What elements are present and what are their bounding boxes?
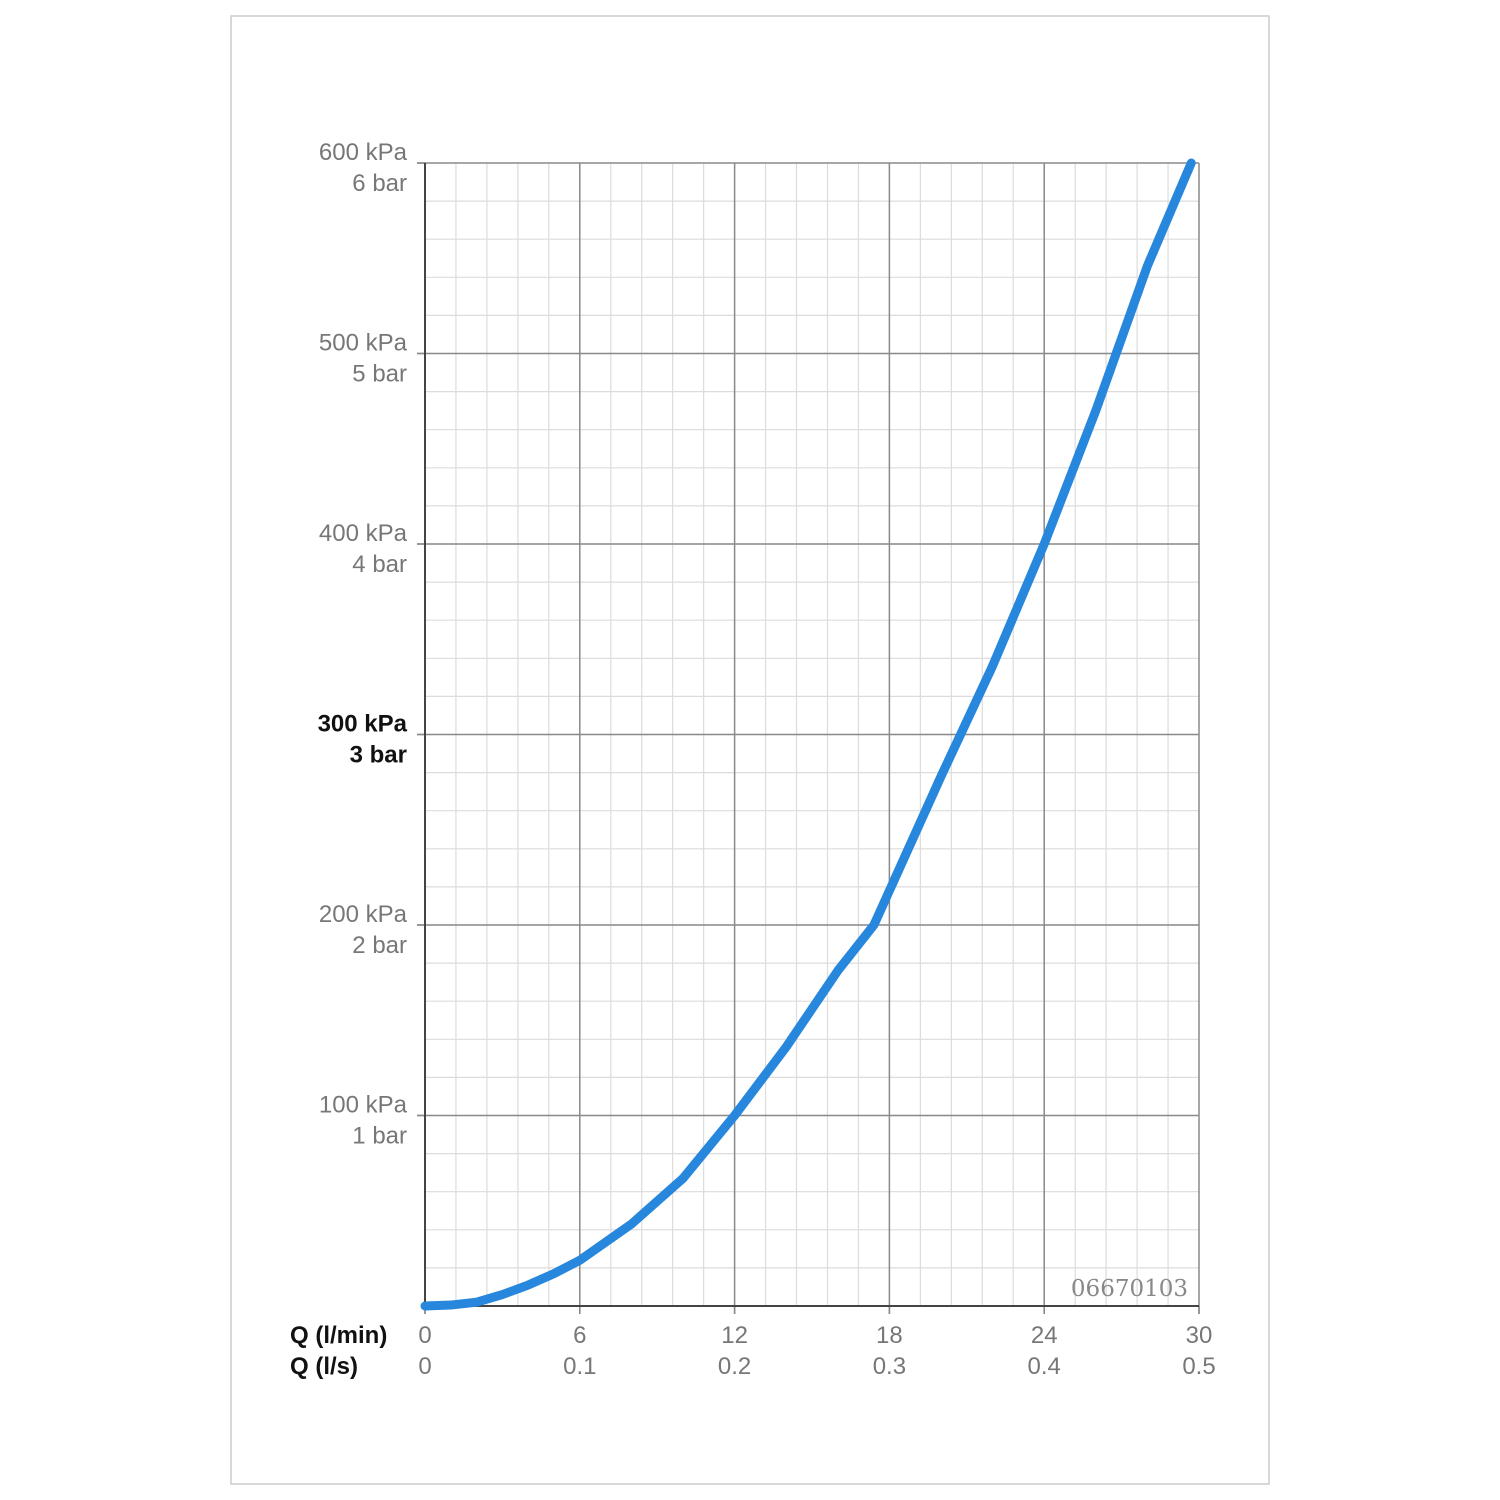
y-tick-label: 500 kPa bbox=[319, 330, 408, 357]
curve bbox=[420, 158, 1196, 1311]
y2-tick-label: 5 bar bbox=[352, 361, 407, 388]
x2-tick-label: 0 bbox=[418, 1353, 431, 1380]
y2-tick-label: 4 bar bbox=[352, 551, 407, 578]
x2-tick-label: 0.5 bbox=[1182, 1353, 1215, 1380]
y-tick-label: 400 kPa bbox=[319, 520, 408, 547]
y-tick-label: 200 kPa bbox=[319, 901, 408, 928]
y2-tick-label: 6 bar bbox=[352, 170, 407, 197]
x-tick-label: 0 bbox=[418, 1322, 431, 1349]
x-tick-label: 12 bbox=[721, 1322, 748, 1349]
y2-tick-label: 3 bar bbox=[350, 742, 407, 769]
x2-tick-label: 0.2 bbox=[718, 1353, 751, 1380]
x2-tick-label: 0.1 bbox=[563, 1353, 596, 1380]
y-tick-label: 600 kPa bbox=[319, 139, 408, 166]
frame bbox=[230, 15, 1270, 1485]
y-tick-label: 100 kPa bbox=[319, 1092, 408, 1119]
x-tick-label: 18 bbox=[876, 1322, 903, 1349]
y2-tick-label: 2 bar bbox=[352, 932, 407, 959]
y-tick-label: 300 kPa bbox=[318, 711, 408, 738]
x-tick-label: 30 bbox=[1186, 1322, 1213, 1349]
grid bbox=[417, 162, 1200, 1314]
y2-tick-label: 1 bar bbox=[352, 1123, 407, 1150]
x2-tick-label: 0.3 bbox=[873, 1353, 906, 1380]
x-tick-label: 24 bbox=[1031, 1322, 1058, 1349]
x2-tick-label: 0.4 bbox=[1028, 1353, 1061, 1380]
x-tick-label: 6 bbox=[573, 1322, 586, 1349]
x-axis-label: Q (l/min) bbox=[290, 1322, 387, 1349]
x2-axis-label: Q (l/s) bbox=[290, 1353, 358, 1380]
annotation: 06670103 bbox=[1071, 1276, 1188, 1302]
